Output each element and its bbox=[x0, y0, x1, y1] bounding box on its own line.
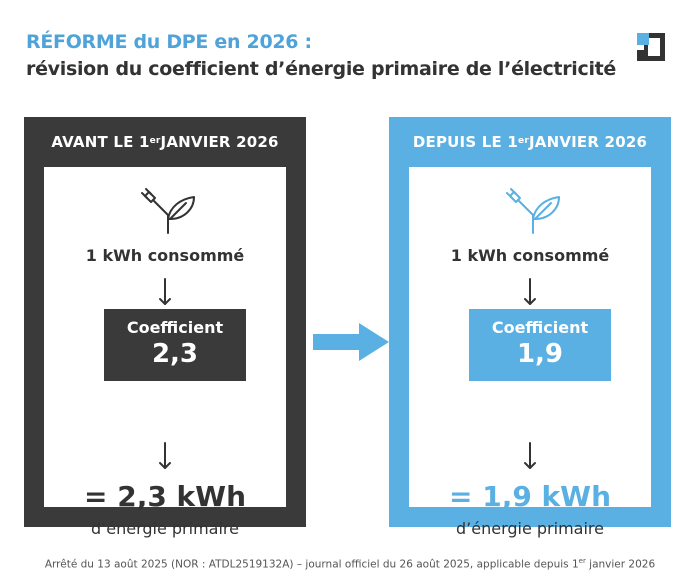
arrow-down-icon bbox=[159, 442, 171, 469]
arrow-right-icon bbox=[313, 323, 389, 361]
panel-after-header: DEPUIS LE 1 er JANVIER 2026 bbox=[412, 133, 648, 151]
consumed-label: 1 kWh consommé bbox=[450, 246, 610, 265]
panel-before-body: 1 kWh consommé Coefficient 2,3 = 2,3 kWh… bbox=[44, 167, 286, 538]
panel-before: AVANT LE 1 er JANVIER 2026 1 kWh consommé… bbox=[24, 117, 306, 538]
source-footnote: Arrêté du 13 août 2025 (NOR : ATDL251913… bbox=[44, 557, 656, 571]
title-line-2: révision du coefficient d’énergie primai… bbox=[26, 58, 617, 80]
result-value: = 2,3 kWh bbox=[84, 480, 246, 513]
title-line-1: RÉFORME du DPE en 2026 : bbox=[26, 31, 312, 53]
coefficient-label: Coefficient bbox=[126, 318, 224, 337]
arrow-down-icon bbox=[524, 442, 536, 469]
plug-leaf-icon bbox=[141, 188, 195, 234]
coefficient-value: 2,3 bbox=[151, 339, 199, 369]
plug-leaf-icon bbox=[506, 188, 560, 234]
consumed-label: 1 kWh consommé bbox=[85, 246, 245, 265]
arrow-down-icon bbox=[159, 278, 171, 305]
coefficient-box: Coefficient 2,3 bbox=[104, 309, 246, 381]
panel-after-body: 1 kWh consommé Coefficient 1,9 = 1,9 kWh… bbox=[409, 167, 651, 538]
result-unit-label: d’énergie primaire bbox=[91, 519, 239, 538]
panel-after: DEPUIS LE 1 er JANVIER 2026 1 kWh consomm… bbox=[389, 117, 671, 538]
result-value: = 1,9 kWh bbox=[449, 480, 611, 513]
coefficient-value: 1,9 bbox=[516, 339, 564, 369]
coefficient-label: Coefficient bbox=[491, 318, 589, 337]
panel-before-header: AVANT LE 1 er JANVIER 2026 bbox=[51, 133, 279, 151]
result-unit-label: d’énergie primaire bbox=[456, 519, 604, 538]
coefficient-box: Coefficient 1,9 bbox=[469, 309, 611, 381]
arrow-down-icon bbox=[524, 278, 536, 305]
brand-logo-icon bbox=[637, 33, 665, 61]
